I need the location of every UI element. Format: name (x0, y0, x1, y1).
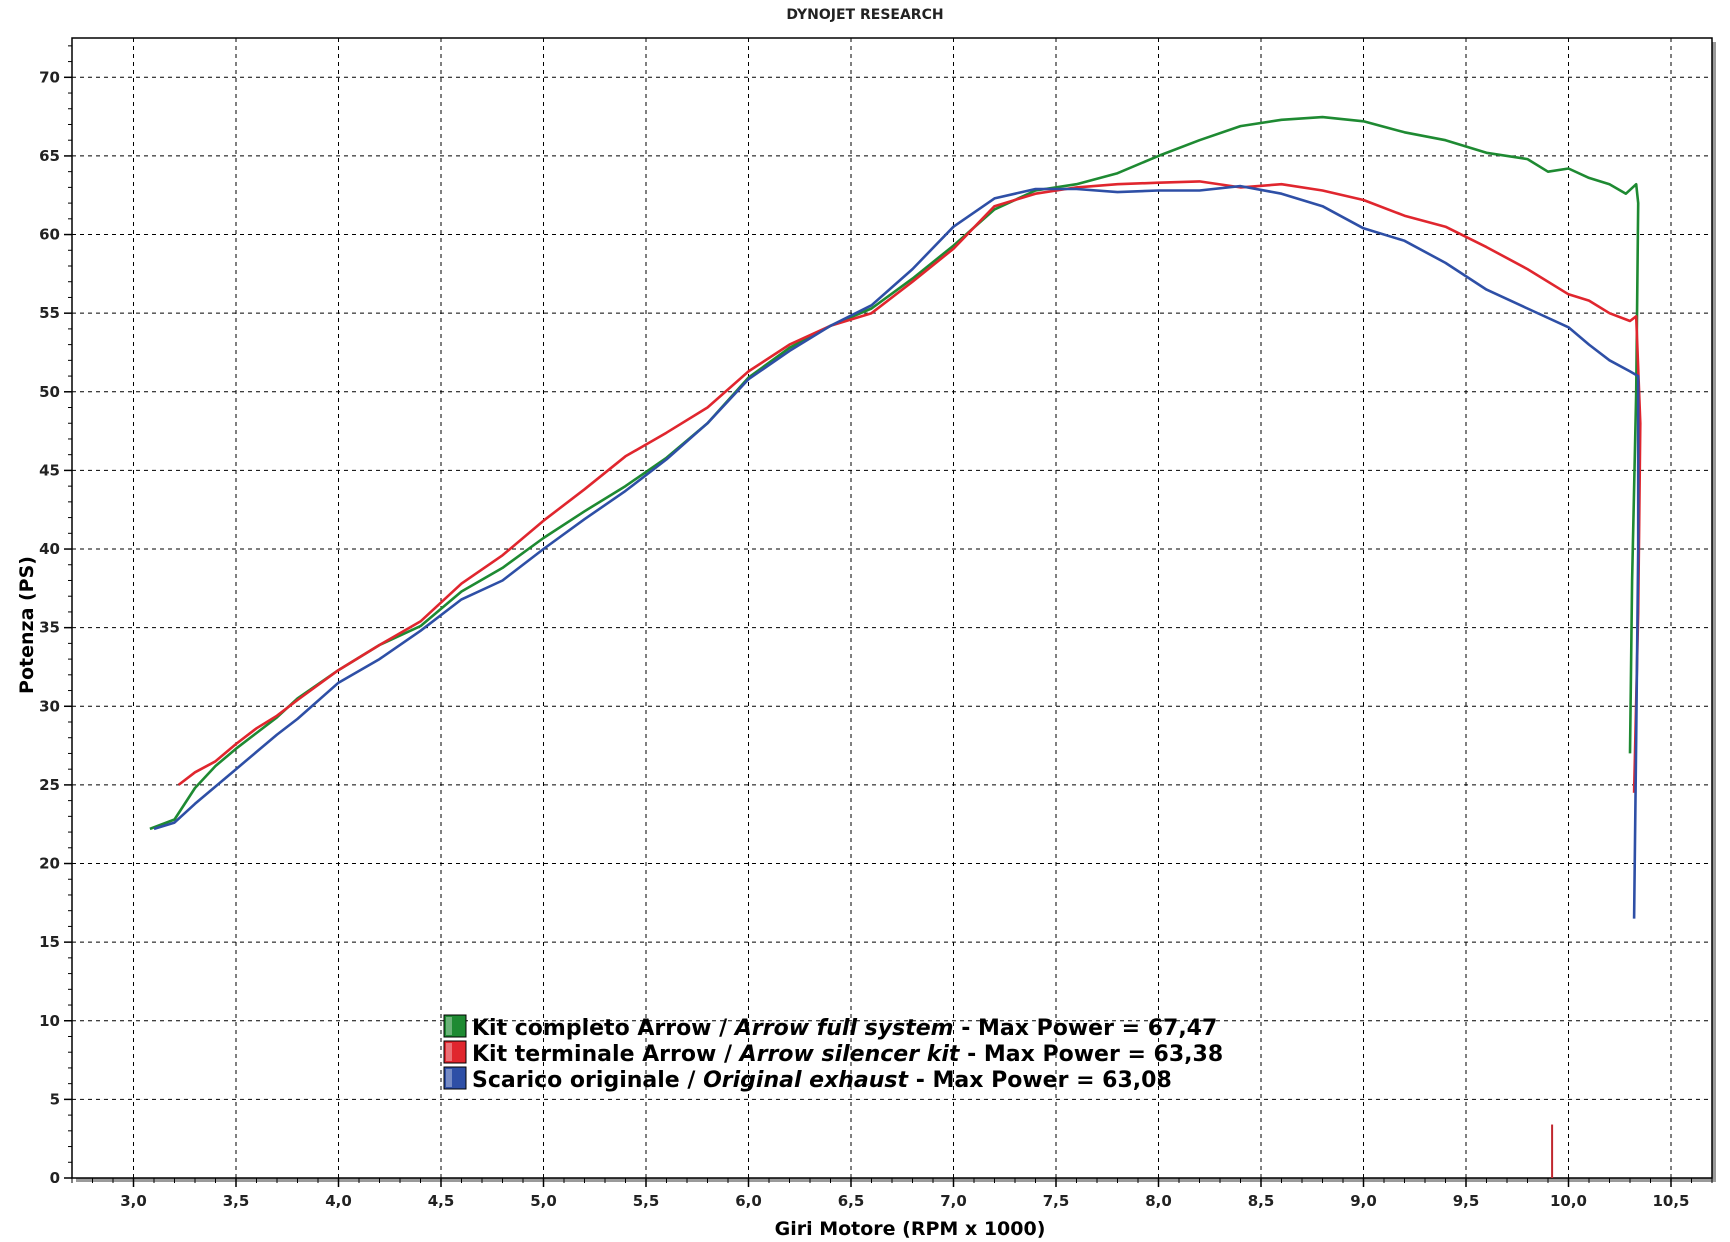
y-tick-label: 70 (39, 68, 60, 86)
legend-name-italic-part: Original exhaust (703, 1068, 909, 1093)
x-axis-ticks: 3,0 3,5 4,0 4,5 5,0 5,5 6,0 6,5 7,0 7,5 8,0 8,5 9,0 9… (71, 1178, 1713, 1210)
x-tick-label: 6,0 (735, 1192, 762, 1210)
x-tick-label: 7,5 (1043, 1192, 1070, 1210)
y-tick-label: 30 (39, 697, 60, 715)
x-tick-label: 3,5 (223, 1192, 250, 1210)
x-tick-label: 9,0 (1350, 1192, 1377, 1210)
legend-label-2: Kit terminale Arrow / Arrow silencer kit… (472, 1042, 1223, 1067)
series-line-2 (177, 180, 1642, 793)
x-tick-label: 5,0 (530, 1192, 557, 1210)
legend-swatch-2 (443, 1040, 467, 1064)
y-tick-label: 0 (50, 1169, 60, 1187)
y-tick-label: 10 (39, 1012, 60, 1030)
y-tick-label: 5 (50, 1090, 60, 1108)
series-line-3 (153, 184, 1640, 919)
y-axis-ticks: 0 5 10 15 20 25 30 35 40 45 50 55 60 65 70 (39, 45, 72, 1187)
plot-area (71, 37, 1713, 1179)
legend-name-italic-part: Arrow full system (733, 1016, 954, 1041)
x-tick-label: 3,0 (120, 1192, 147, 1210)
x-tick-label: 9,5 (1453, 1192, 1480, 1210)
y-tick-label: 55 (39, 304, 60, 322)
x-tick-label: 8,0 (1145, 1192, 1172, 1210)
x-tick-label: 4,5 (428, 1192, 455, 1210)
x-tick-label: 6,5 (838, 1192, 865, 1210)
y-axis-label: Potenza (PS) (16, 556, 38, 694)
legend: Kit completo Arrow / Arrow full system -… (443, 1014, 1223, 1093)
y-tick-label: 20 (39, 855, 60, 873)
x-axis-label: Giri Motore (RPM x 1000) (775, 1218, 1046, 1240)
chart-title: DYNOJET RESEARCH (786, 7, 943, 23)
legend-swatch-1 (443, 1014, 467, 1038)
legend-max-power: - Max Power = 63,08 (908, 1068, 1172, 1093)
y-tick-label: 40 (39, 540, 60, 558)
legend-swatch-3 (443, 1066, 467, 1090)
series-layer (149, 115, 1642, 919)
x-tick-label: 10,5 (1652, 1192, 1689, 1210)
grid (72, 38, 1712, 1178)
legend-swatch-highlight (446, 1017, 452, 1035)
x-tick-label: 7,0 (940, 1192, 967, 1210)
legend-swatch-highlight (446, 1069, 452, 1087)
legend-label-1: Kit completo Arrow / Arrow full system -… (472, 1016, 1217, 1041)
x-tick-label: 8,5 (1248, 1192, 1275, 1210)
legend-max-power: - Max Power = 67,47 (954, 1016, 1218, 1041)
y-tick-label: 15 (39, 933, 60, 951)
y-tick-label: 45 (39, 461, 60, 479)
y-tick-label: 60 (39, 226, 60, 244)
y-tick-label: 35 (39, 619, 60, 637)
x-tick-label: 10,0 (1550, 1192, 1587, 1210)
legend-swatch-highlight (446, 1043, 452, 1061)
legend-name-part: Scarico originale / (472, 1068, 703, 1093)
legend-name-part: Kit completo Arrow / (472, 1016, 735, 1041)
legend-name-italic-part: Arrow silencer kit (738, 1042, 961, 1067)
legend-max-power: - Max Power = 63,38 (959, 1042, 1223, 1067)
legend-name-part: Kit terminale Arrow / (472, 1042, 740, 1067)
y-tick-label: 65 (39, 147, 60, 165)
y-tick-label: 50 (39, 383, 60, 401)
legend-label-3: Scarico originale / Original exhaust - M… (472, 1068, 1172, 1093)
y-tick-label: 25 (39, 776, 60, 794)
x-tick-label: 4,0 (325, 1192, 352, 1210)
x-tick-label: 5,5 (633, 1192, 660, 1210)
